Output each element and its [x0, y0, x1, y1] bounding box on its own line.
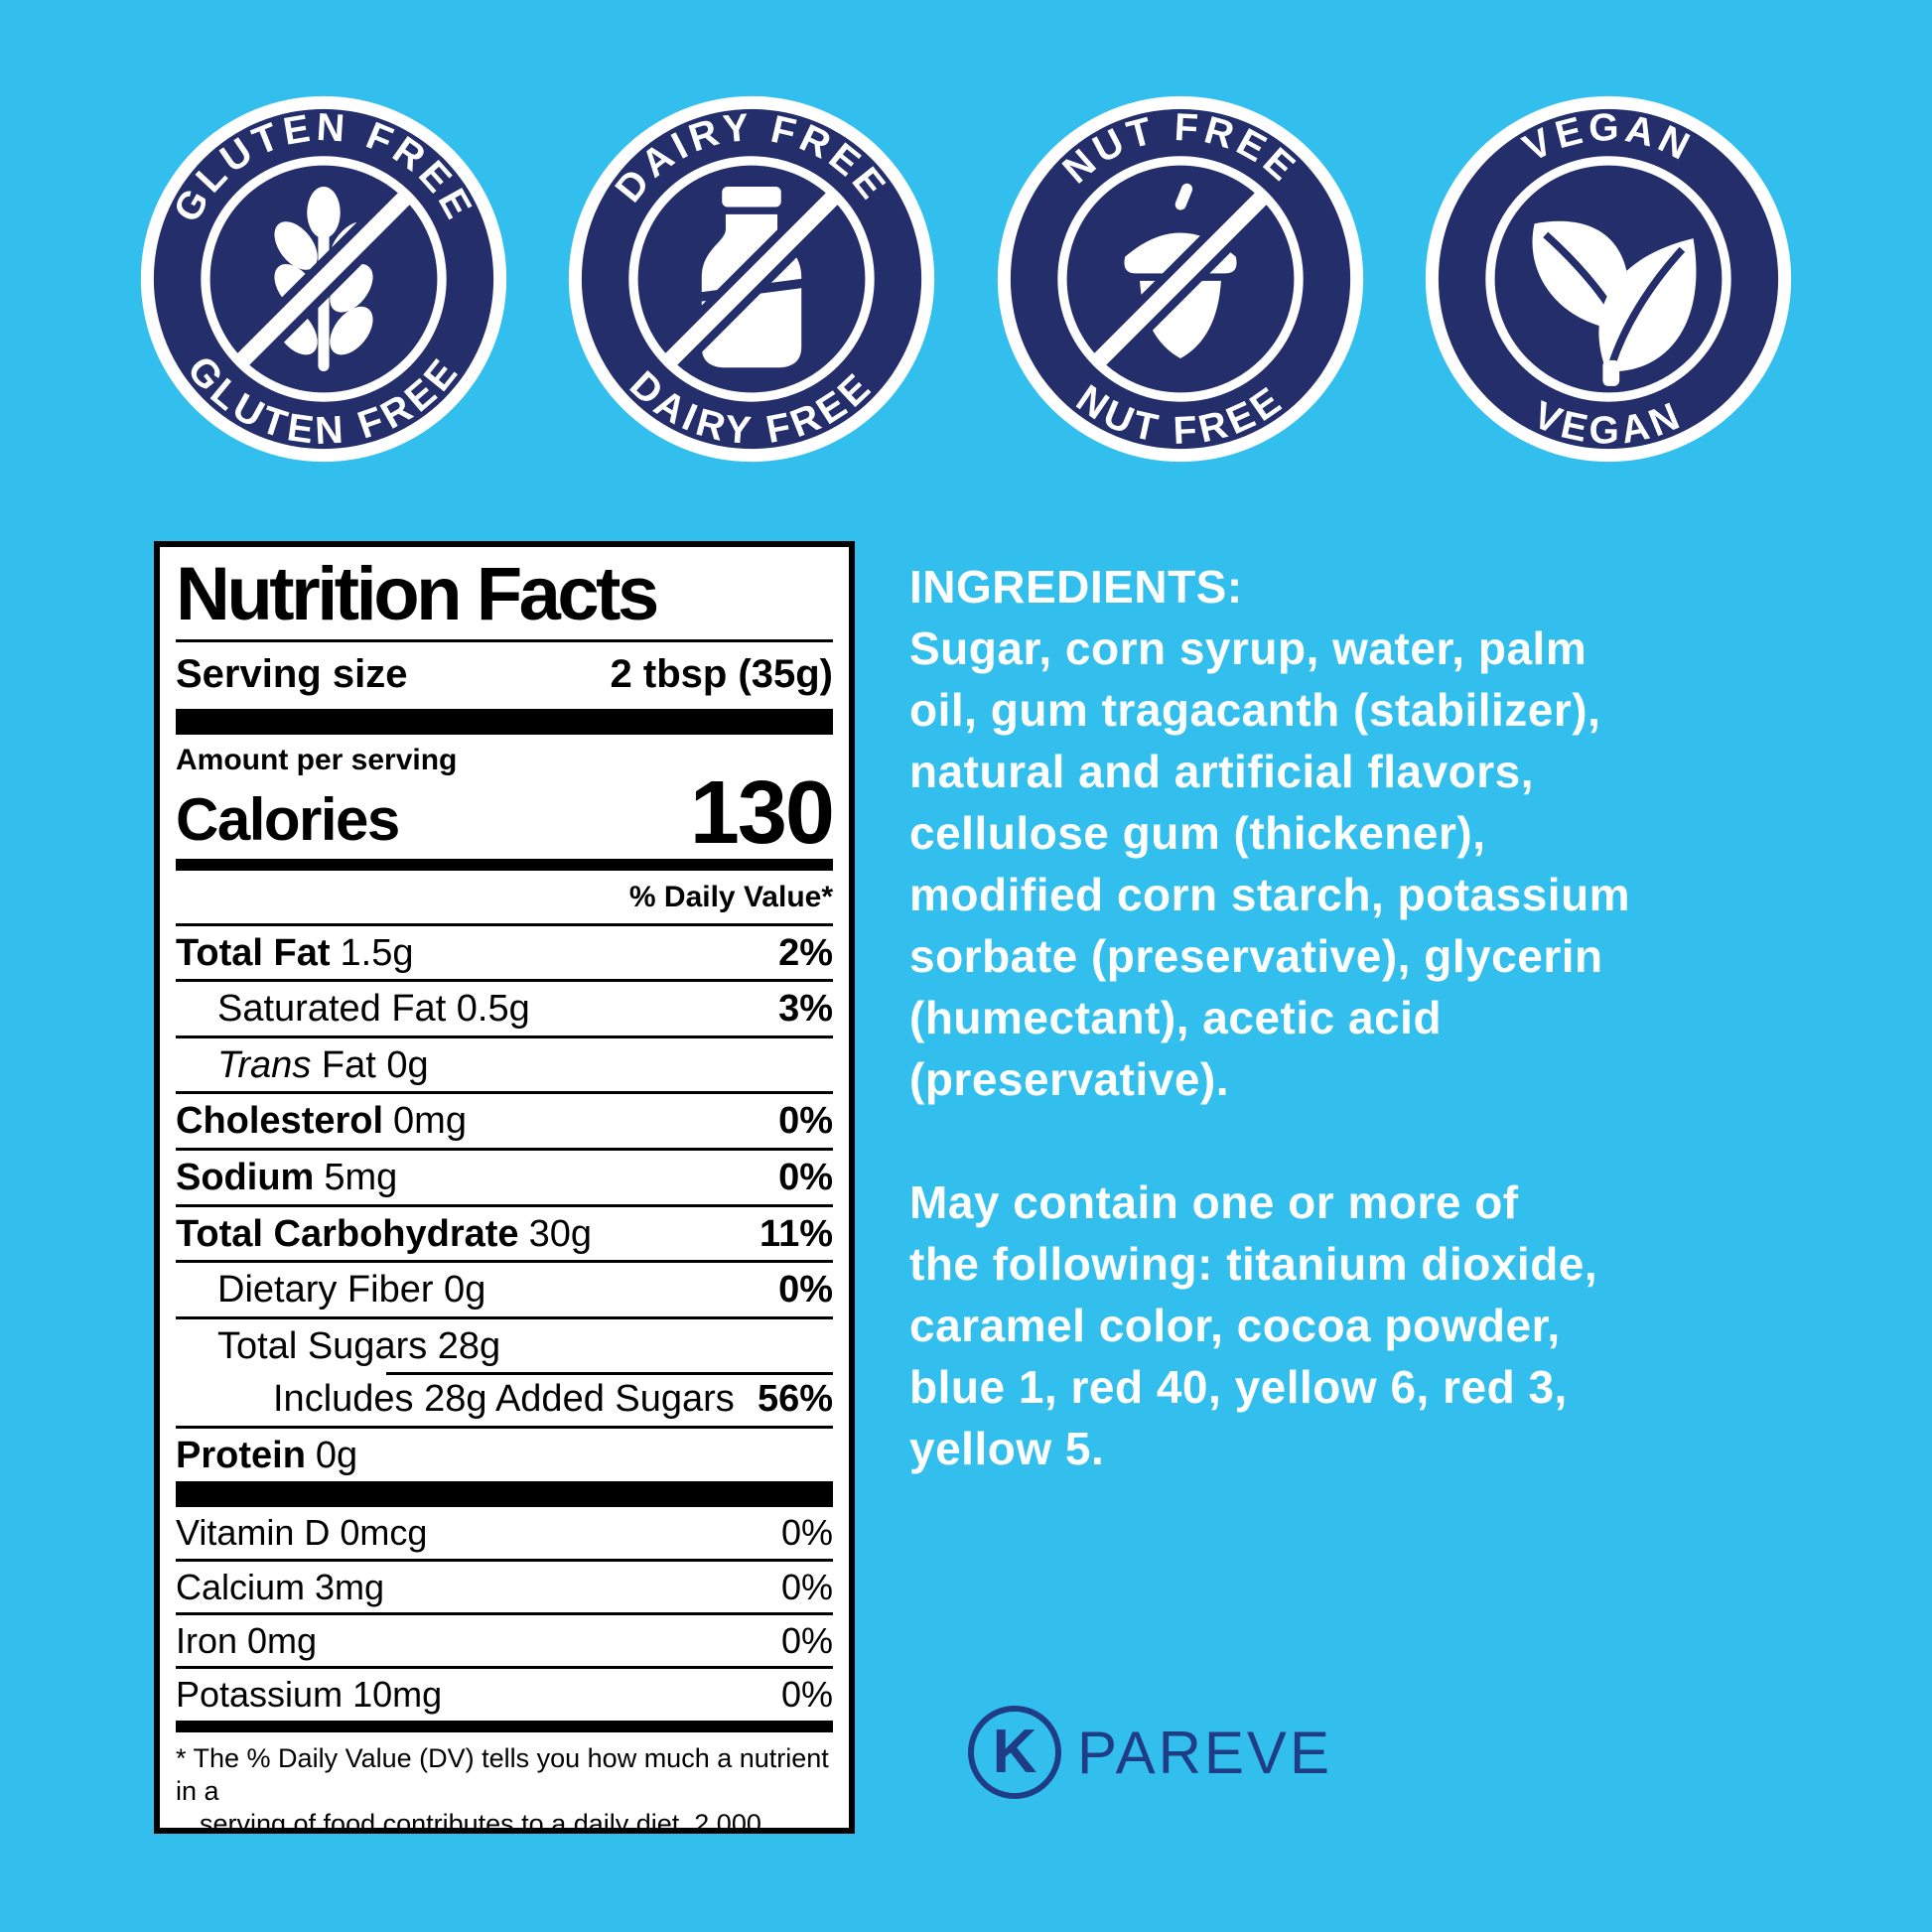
- nutrient-row-total-fat: Total Fat 1.5g 2%: [176, 931, 833, 974]
- divider-bar-thick: [176, 1481, 833, 1508]
- nutrient-row-sodium: Sodium 5mg 0%: [176, 1148, 833, 1204]
- may-contain-text: May contain one or more of the following…: [909, 1176, 1598, 1474]
- dairy-free-badge: DAIRY FREE DAIRY FREE: [569, 95, 935, 463]
- ingredients-heading: INGREDIENTS:: [909, 561, 1243, 613]
- vitamin-row-vitamin-d: Vitamin D 0mcg 0%: [176, 1512, 833, 1554]
- ingredients-body: Sugar, corn syrup, water, palm oil, gum …: [909, 622, 1631, 1105]
- gluten-free-badge: GLUTEN FREE GLUTEN FREE: [140, 95, 507, 463]
- divider-bar-medium: [176, 858, 833, 871]
- daily-value-footnote: * The % Daily Value (DV) tells you how m…: [176, 1742, 829, 1834]
- nut-free-badge: NUT FREE NUT FREE: [997, 95, 1363, 463]
- divider-bar-medium: [176, 1720, 833, 1732]
- circle-k-icon: K: [968, 1706, 1061, 1799]
- serving-size-label: Serving size: [176, 652, 408, 697]
- ingredients-section: INGREDIENTS: Sugar, corn syrup, water, p…: [909, 556, 1912, 1479]
- calories-row: Calories 130: [176, 763, 835, 864]
- vegan-badge: VEGAN VEGAN: [1425, 95, 1792, 463]
- kosher-symbol: K: [992, 1718, 1037, 1786]
- prohibition-slash: [660, 188, 844, 370]
- nutrition-facts-title: Nutrition Facts: [176, 555, 833, 643]
- nutrient-row-trans-fat: Trans Fat 0g: [176, 1035, 833, 1092]
- amount-per-serving-label: Amount per serving: [176, 744, 458, 777]
- nutrient-row-added-sugars: Includes 28g Added Sugars 56%: [176, 1372, 833, 1426]
- badge-inner-ring: [1485, 156, 1731, 402]
- kosher-pareve-mark: K PAREVE: [968, 1706, 1332, 1799]
- nutrient-row-saturated-fat: Saturated Fat 0.5g 3%: [176, 979, 833, 1035]
- leaves-icon: [1532, 220, 1697, 386]
- vitamin-row-potassium: Potassium 10mg 0%: [176, 1666, 833, 1720]
- serving-size-value: 2 tbsp (35g): [610, 652, 833, 697]
- nutrient-row-dietary-fiber: Dietary Fiber 0g 0%: [176, 1260, 833, 1316]
- prohibition-slash: [232, 188, 415, 370]
- pareve-label: PAREVE: [1077, 1719, 1332, 1786]
- prohibition-slash: [1088, 188, 1272, 370]
- calories-label: Calories: [176, 785, 400, 853]
- daily-value-header: % Daily Value*: [176, 871, 833, 926]
- badge-inner-ring: [1056, 156, 1304, 402]
- paragraph-gap: [909, 1110, 1912, 1172]
- calories-value: 130: [689, 763, 835, 864]
- vitamin-row-calcium: Calcium 3mg 0%: [176, 1558, 833, 1612]
- nutrient-row-total-carbohydrate: Total Carbohydrate 30g 11%: [176, 1203, 833, 1261]
- allergen-badges-row: GLUTEN FREE GLUTEN FREE DAIRY FREE DAIRY: [139, 94, 1793, 464]
- badge-inner-ring: [201, 156, 447, 402]
- nutrient-row-cholesterol: Cholesterol 0mg 0%: [176, 1091, 833, 1148]
- nutrient-row-protein: Protein 0g: [176, 1425, 833, 1482]
- vitamin-row-iron: Iron 0mg 0%: [176, 1611, 833, 1666]
- badge-inner-ring: [628, 156, 876, 402]
- nutrition-facts-label: Nutrition Facts Serving size 2 tbsp (35g…: [154, 541, 855, 1834]
- nutrient-row-total-sugars: Total Sugars 28g: [176, 1315, 833, 1373]
- serving-size-row: Serving size 2 tbsp (35g): [176, 642, 833, 709]
- divider-bar-thick: [176, 709, 833, 736]
